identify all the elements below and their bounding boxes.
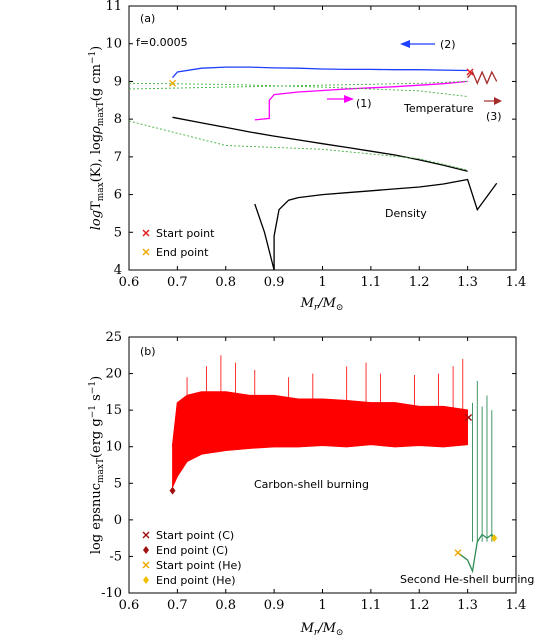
- legend-b-start-c: Start point (C): [156, 529, 234, 542]
- x-tick-label: 1.4: [506, 598, 527, 613]
- marker-start-c: [465, 413, 473, 421]
- x-tick-label: 1.3: [457, 275, 478, 290]
- legend-b-end-c-marker: [143, 546, 149, 554]
- y-tick-label: 6: [114, 188, 122, 203]
- legend-b-start-he-marker: [142, 561, 150, 569]
- x-tick-label: 1.1: [361, 598, 382, 613]
- y-tick-label: 11: [105, 0, 122, 14]
- x-tick-label: 1.2: [409, 275, 430, 290]
- x-tick-label: 1.3: [457, 598, 478, 613]
- carbon-burning-band: [172, 391, 469, 488]
- legend-b-start-c-marker: [142, 531, 150, 539]
- y-axis-label-b: log epsnucmaxT(erg g−1 s−1): [88, 376, 106, 554]
- y-tick-label: -5: [109, 549, 122, 564]
- x-tick-label: 1.4: [506, 275, 527, 290]
- series-a: [128, 66, 498, 271]
- series-line-a-6: [128, 80, 468, 90]
- legend-a-end: End point: [156, 246, 209, 259]
- legend-b: Start point (C) End point (C) Start poin…: [142, 529, 242, 587]
- temperature-label: Temperature: [403, 102, 474, 115]
- points-a: [169, 68, 474, 87]
- arrow-2-label: (2): [440, 38, 456, 51]
- x-tick-label: 0.8: [215, 598, 236, 613]
- legend-b-end-he: End point (He): [156, 574, 236, 587]
- panel-label-a: (a): [140, 12, 155, 25]
- series-line-a-3: [172, 116, 468, 172]
- y-axis-label-a: logTmax(K), logρmaxT(g cm−1): [88, 46, 106, 231]
- y-tick-label: 4: [114, 263, 122, 278]
- x-axis-label-b: Mr/M⊙: [300, 621, 344, 638]
- x-tick-label: 1.1: [361, 275, 382, 290]
- panel-b: 0.6 0.7 0.8 0.9 1 1.1 1.2 1.3 1.4 -10 -5 0 5 10 15 20 2…: [88, 330, 534, 638]
- y-tick-label: 10: [105, 440, 122, 455]
- panel-label-b: (b): [140, 345, 156, 358]
- series-line-a-5: [128, 120, 468, 171]
- x-tick-label: 0.8: [215, 275, 236, 290]
- marker-start: [466, 68, 474, 76]
- density-label: Density: [385, 207, 427, 220]
- points-b: [169, 413, 498, 557]
- y-tick-label: 15: [105, 403, 122, 418]
- legend-a: Start point End point: [142, 227, 215, 259]
- legend-a-start-marker: [142, 229, 150, 237]
- series-line-a-0: [172, 66, 468, 79]
- y-tick-label: 0: [114, 513, 122, 528]
- legend-a-start: Start point: [156, 227, 215, 240]
- series-line-a-1: [254, 80, 468, 121]
- x-tick-label: 0.6: [119, 275, 140, 290]
- marker-end-c: [169, 486, 176, 495]
- x-ticks-b: 0.6 0.7 0.8 0.9 1 1.1 1.2 1.3 1.4: [119, 337, 527, 613]
- arrow-3-label: (3): [486, 110, 502, 123]
- helium-label: Second He-shell burning: [400, 573, 534, 586]
- y-tick-label: 5: [114, 476, 122, 491]
- y-tick-label: 9: [114, 74, 122, 89]
- x-axis-label-a: Mr/M⊙: [300, 296, 344, 313]
- y-tick-label: 20: [105, 367, 122, 382]
- legend-b-start-he: Start point (He): [156, 559, 242, 572]
- y-tick-label: 5: [114, 225, 122, 240]
- y-tick-label: -10: [101, 586, 122, 601]
- x-tick-label: 1.2: [409, 598, 430, 613]
- x-tick-label: 0.7: [167, 598, 188, 613]
- x-tick-label: 0.9: [264, 275, 285, 290]
- legend-a-end-marker: [142, 248, 150, 256]
- panel-a: 0.6 0.7 0.8 0.9 1 1.1 1.2 1.3 1.4 4 5 6 7 8 9 10 11 (a)…: [88, 0, 526, 313]
- y-tick-label: 25: [105, 330, 122, 345]
- series-line-a-4: [254, 178, 498, 271]
- legend-b-end-he-marker: [143, 576, 149, 584]
- x-tick-label: 1: [318, 598, 326, 613]
- series-line-a-7: [128, 82, 468, 97]
- series-line-a-2: [467, 70, 498, 85]
- x-tick-label: 0.9: [264, 598, 285, 613]
- y-tick-label: 8: [114, 112, 122, 127]
- arrow-3-head: [494, 97, 502, 105]
- arrow-1-head: [344, 95, 354, 103]
- marker-start-he: [454, 549, 462, 557]
- marker-end: [169, 79, 177, 87]
- y-ticks-b: -10 -5 0 5 10 15 20 25: [101, 330, 516, 601]
- y-tick-label: 10: [105, 37, 122, 52]
- carbon-label: Carbon-shell burning: [254, 478, 369, 491]
- legend-b-end-c: End point (C): [156, 544, 228, 557]
- marker-end-he: [491, 534, 498, 543]
- x-tick-label: 0.7: [167, 275, 188, 290]
- x-tick-label: 1: [318, 275, 326, 290]
- f-label: f=0.0005: [136, 36, 188, 49]
- arrow-1-label: (1): [356, 97, 372, 110]
- y-ticks-a: 4 5 6 7 8 9 10 11: [105, 0, 516, 278]
- series-b: [171, 355, 495, 574]
- x-tick-label: 0.6: [119, 598, 140, 613]
- series-line-b-2: [457, 533, 495, 574]
- y-tick-label: 7: [114, 150, 122, 165]
- arrow-2-head: [400, 40, 410, 48]
